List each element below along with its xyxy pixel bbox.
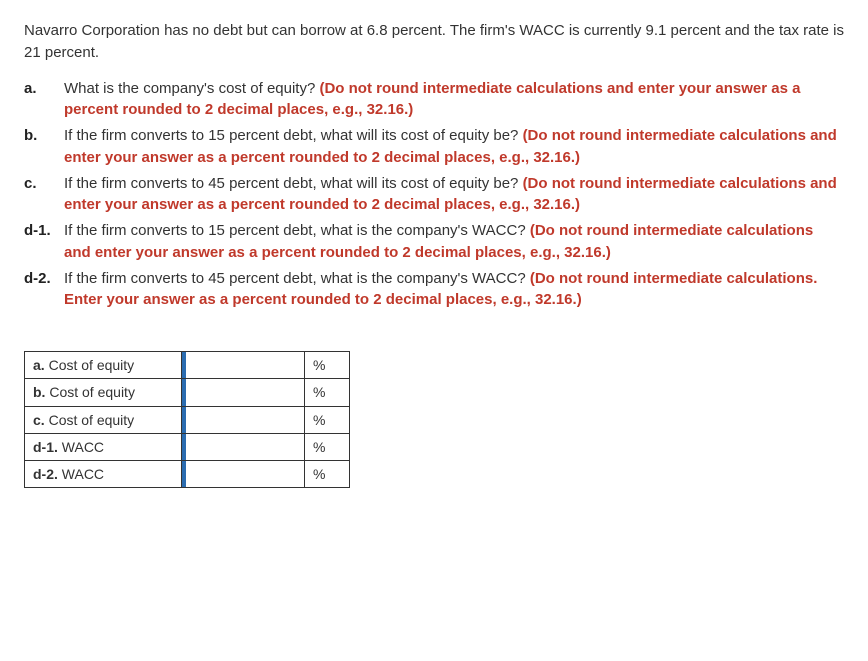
question-text: If the firm converts to 45 percent debt,…	[64, 268, 844, 312]
table-row: a. Cost of equity %	[25, 352, 350, 379]
question-plain: If the firm converts to 15 percent debt,…	[64, 127, 523, 144]
question-plain: If the firm converts to 45 percent debt,…	[64, 175, 523, 192]
answer-input-c[interactable]	[183, 409, 303, 431]
question-text: If the firm converts to 15 percent debt,…	[64, 125, 844, 169]
question-label: d-2.	[24, 268, 64, 312]
question-plain: If the firm converts to 15 percent debt,…	[64, 222, 530, 239]
answer-table: a. Cost of equity % b. Cost of equity % …	[24, 351, 350, 488]
table-row: b. Cost of equity %	[25, 379, 350, 406]
answer-label-cell: a. Cost of equity	[25, 352, 182, 379]
answer-unit: %	[305, 406, 350, 433]
answer-prefix: c.	[33, 412, 45, 428]
question-label: d-1.	[24, 220, 64, 264]
question-label: a.	[24, 78, 64, 122]
answer-prefix: b.	[33, 384, 45, 400]
question-c: c. If the firm converts to 45 percent de…	[24, 173, 844, 217]
answer-input-cell	[182, 406, 305, 433]
answer-input-cell	[182, 461, 305, 488]
question-a: a. What is the company's cost of equity?…	[24, 78, 844, 122]
answer-unit: %	[305, 433, 350, 460]
answer-label-cell: d-1. WACC	[25, 433, 182, 460]
answer-unit: %	[305, 379, 350, 406]
answer-input-d1[interactable]	[183, 436, 303, 458]
answer-input-d2[interactable]	[183, 463, 303, 485]
answer-unit: %	[305, 461, 350, 488]
question-list: a. What is the company's cost of equity?…	[24, 78, 844, 312]
answer-label-cell: d-2. WACC	[25, 461, 182, 488]
table-row: d-2. WACC %	[25, 461, 350, 488]
answer-input-a[interactable]	[183, 354, 303, 376]
question-text: If the firm converts to 15 percent debt,…	[64, 220, 844, 264]
answer-label: WACC	[62, 439, 104, 455]
answer-label: Cost of equity	[49, 384, 135, 400]
answer-input-b[interactable]	[183, 381, 303, 403]
problem-intro: Navarro Corporation has no debt but can …	[24, 20, 844, 64]
answer-prefix: d-2.	[33, 466, 58, 482]
question-d1: d-1. If the firm converts to 15 percent …	[24, 220, 844, 264]
table-row: d-1. WACC %	[25, 433, 350, 460]
answer-unit: %	[305, 352, 350, 379]
question-plain: If the firm converts to 45 percent debt,…	[64, 270, 530, 287]
question-d2: d-2. If the firm converts to 45 percent …	[24, 268, 844, 312]
question-text: If the firm converts to 45 percent debt,…	[64, 173, 844, 217]
question-label: c.	[24, 173, 64, 217]
question-label: b.	[24, 125, 64, 169]
question-b: b. If the firm converts to 15 percent de…	[24, 125, 844, 169]
question-text: What is the company's cost of equity? (D…	[64, 78, 844, 122]
answer-label: WACC	[62, 466, 104, 482]
answer-input-cell	[182, 433, 305, 460]
answer-label-cell: b. Cost of equity	[25, 379, 182, 406]
answer-label: Cost of equity	[49, 412, 135, 428]
answer-label: Cost of equity	[49, 357, 135, 373]
answer-prefix: d-1.	[33, 439, 58, 455]
answer-prefix: a.	[33, 357, 45, 373]
question-plain: What is the company's cost of equity?	[64, 80, 319, 97]
answer-label-cell: c. Cost of equity	[25, 406, 182, 433]
table-row: c. Cost of equity %	[25, 406, 350, 433]
answer-input-cell	[182, 352, 305, 379]
answer-input-cell	[182, 379, 305, 406]
